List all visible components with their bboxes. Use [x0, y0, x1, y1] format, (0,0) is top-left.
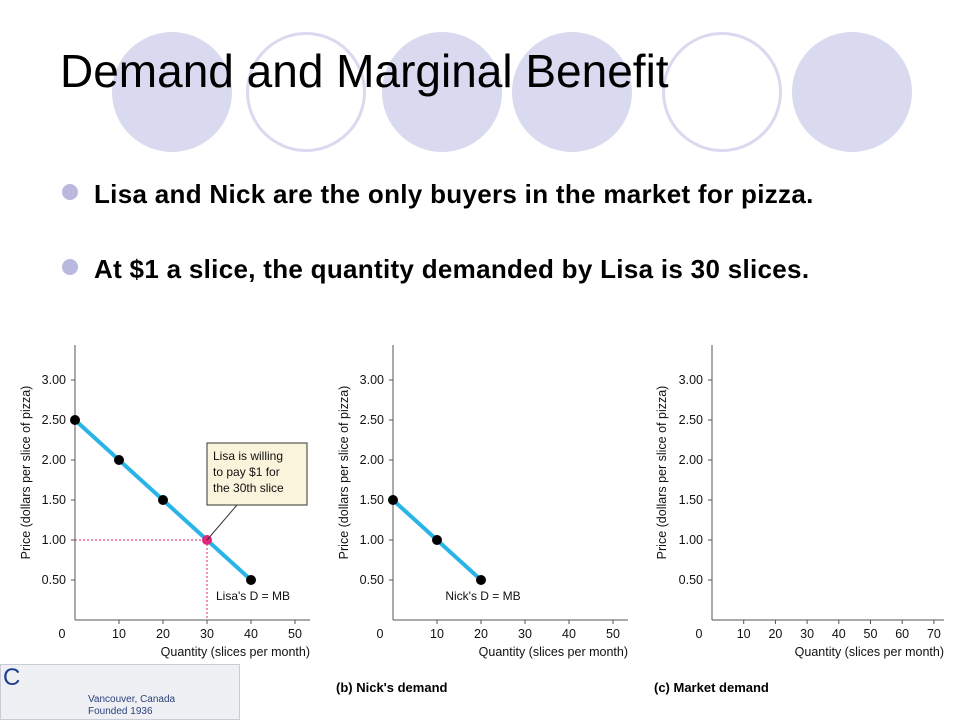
- bullet-dot-icon: [62, 259, 78, 275]
- x-tick-label: 20: [156, 627, 170, 641]
- x-tick-label: 30: [200, 627, 214, 641]
- x-tick-label: 10: [430, 627, 444, 641]
- data-point: [476, 575, 486, 585]
- data-point: [388, 495, 398, 505]
- decor-ring-1: [246, 32, 366, 152]
- charts-area: 0.50 1.00 1.50 2.00 2.50 3.00 0 10 20 30 40 50 Quant…: [18, 345, 944, 695]
- decor-circle-3: [512, 32, 632, 152]
- x-tick-label: 70: [927, 627, 941, 641]
- y-tick-label: 0.50: [679, 573, 703, 587]
- slide-title: Demand and Marginal Benefit: [60, 45, 669, 97]
- x-tick-label: 20: [768, 627, 782, 641]
- y-axis-title: Price (dollars per slice of pizza): [655, 386, 669, 560]
- x-tick-label: 50: [288, 627, 302, 641]
- callout-pointer: [206, 504, 238, 541]
- footer-founded: Founded 1936: [88, 706, 153, 717]
- decor-ring-2: [662, 32, 782, 152]
- footer-logo: [0, 664, 240, 720]
- x-tick-label: 40: [832, 627, 846, 641]
- y-tick-label: 1.00: [42, 533, 66, 547]
- bullet-dot-icon: [62, 184, 78, 200]
- bullet-item: Lisa and Nick are the only buyers in the…: [62, 175, 902, 213]
- x-tick-label: 60: [895, 627, 909, 641]
- bullet-text: At $1 a slice, the quantity demanded by …: [94, 254, 810, 284]
- x-tick-label: 0: [696, 627, 703, 641]
- footer-location: Vancouver, Canada: [88, 694, 176, 705]
- callout-box: [206, 442, 308, 506]
- data-point: [158, 495, 168, 505]
- x-tick-label: 0: [377, 627, 384, 641]
- x-tick-label: 50: [606, 627, 620, 641]
- callout-text-line: to pay $1 for: [213, 465, 280, 479]
- data-point: [114, 455, 124, 465]
- decor-circle-4: [792, 32, 912, 152]
- y-tick-label: 1.50: [360, 493, 384, 507]
- y-axis-title: Price (dollars per slice of pizza): [337, 386, 351, 560]
- y-tick-label: 2.50: [360, 413, 384, 427]
- callout-text-line: the 30th slice: [213, 481, 284, 495]
- chart-panel-1: 0.50 1.00 1.50 2.00 2.50 3.00 0 10 20 30 40 50 Quant…: [18, 345, 310, 695]
- x-tick-label: 40: [244, 627, 258, 641]
- y-tick-label: 0.50: [42, 573, 66, 587]
- panel-caption: (b) Nick's demand: [336, 680, 448, 695]
- x-tick-label: 10: [737, 627, 751, 641]
- x-axis-title: Quantity (slices per month): [161, 645, 310, 659]
- x-tick-label: 30: [800, 627, 814, 641]
- x-tick-label: 20: [474, 627, 488, 641]
- y-tick-label: 0.50: [360, 573, 384, 587]
- y-tick-label: 2.50: [42, 413, 66, 427]
- y-tick-label: 2.50: [679, 413, 703, 427]
- y-tick-label: 2.00: [679, 453, 703, 467]
- y-tick-label: 3.00: [679, 373, 703, 387]
- footer-logo-letter: C: [3, 664, 21, 691]
- x-tick-label: 30: [518, 627, 532, 641]
- y-tick-label: 3.00: [42, 373, 66, 387]
- data-point: [246, 575, 256, 585]
- x-axis-title: Quantity (slices per month): [795, 645, 944, 659]
- x-tick-label: 10: [112, 627, 126, 641]
- x-tick-label: 50: [864, 627, 878, 641]
- decor-circle-1: [112, 32, 232, 152]
- curve-label: Lisa's D = MB: [216, 589, 290, 603]
- data-point: [70, 415, 80, 425]
- y-tick-label: 1.50: [42, 493, 66, 507]
- y-axis-title: Price (dollars per slice of pizza): [19, 386, 33, 560]
- curve-label: Nick's D = MB: [445, 589, 520, 603]
- bullet-text: Lisa and Nick are the only buyers in the…: [94, 179, 814, 209]
- x-axis-title: Quantity (slices per month): [479, 645, 628, 659]
- y-tick-label: 1.00: [679, 533, 703, 547]
- y-tick-label: 3.00: [360, 373, 384, 387]
- data-point: [432, 535, 442, 545]
- callout-text-line: Lisa is willing: [213, 449, 283, 463]
- chart-panel-2: 0.50 1.00 1.50 2.00 2.50 3.00 0 10 20 30 40 50 Quant…: [336, 345, 628, 695]
- y-tick-label: 1.00: [360, 533, 384, 547]
- panel-caption: (c) Market demand: [654, 680, 769, 695]
- x-tick-label: 0: [59, 627, 66, 641]
- y-tick-label: 2.00: [42, 453, 66, 467]
- decor-circle-2: [382, 32, 502, 152]
- y-tick-label: 2.00: [360, 453, 384, 467]
- bullet-item: At $1 a slice, the quantity demanded by …: [62, 250, 902, 288]
- y-tick-label: 1.50: [679, 493, 703, 507]
- chart-panel-3: 0.50 1.00 1.50 2.00 2.50 3.00 0 10 20 30 40 50 60 70 Q…: [654, 345, 944, 695]
- x-tick-label: 40: [562, 627, 576, 641]
